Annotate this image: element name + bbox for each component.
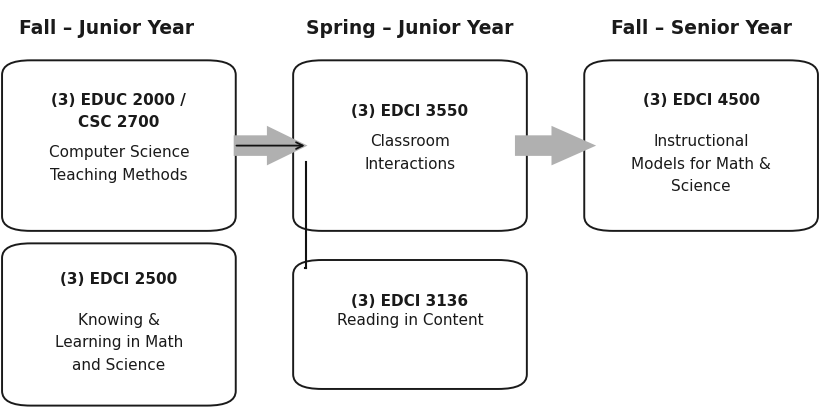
Polygon shape (233, 126, 307, 165)
Text: Interactions: Interactions (364, 156, 455, 172)
Text: Instructional: Instructional (653, 134, 748, 149)
Text: Classroom: Classroom (369, 134, 450, 149)
FancyBboxPatch shape (2, 60, 236, 231)
Text: Fall – Junior Year: Fall – Junior Year (19, 19, 194, 38)
Text: (3) EDCI 3136: (3) EDCI 3136 (351, 294, 468, 310)
Text: (3) EDUC 2000 /: (3) EDUC 2000 / (52, 93, 186, 108)
FancyBboxPatch shape (2, 243, 236, 406)
FancyBboxPatch shape (293, 60, 527, 231)
Text: Models for Math &: Models for Math & (631, 156, 770, 172)
Text: (3) EDCI 2500: (3) EDCI 2500 (61, 272, 177, 287)
Text: (3) EDCI 3550: (3) EDCI 3550 (351, 104, 468, 119)
Text: Teaching Methods: Teaching Methods (50, 168, 188, 183)
Polygon shape (514, 126, 595, 165)
Text: and Science: and Science (72, 358, 165, 373)
Text: Reading in Content: Reading in Content (337, 313, 482, 328)
Text: Science: Science (671, 179, 730, 194)
FancyBboxPatch shape (293, 260, 527, 389)
FancyBboxPatch shape (583, 60, 817, 231)
Text: Learning in Math: Learning in Math (55, 335, 183, 351)
Text: Spring – Junior Year: Spring – Junior Year (305, 19, 514, 38)
Text: (3) EDCI 4500: (3) EDCI 4500 (642, 93, 758, 108)
Text: Computer Science: Computer Science (48, 145, 189, 161)
Text: CSC 2700: CSC 2700 (78, 115, 160, 131)
Text: Fall – Senior Year: Fall – Senior Year (610, 19, 790, 38)
Text: Knowing &: Knowing & (78, 313, 160, 328)
